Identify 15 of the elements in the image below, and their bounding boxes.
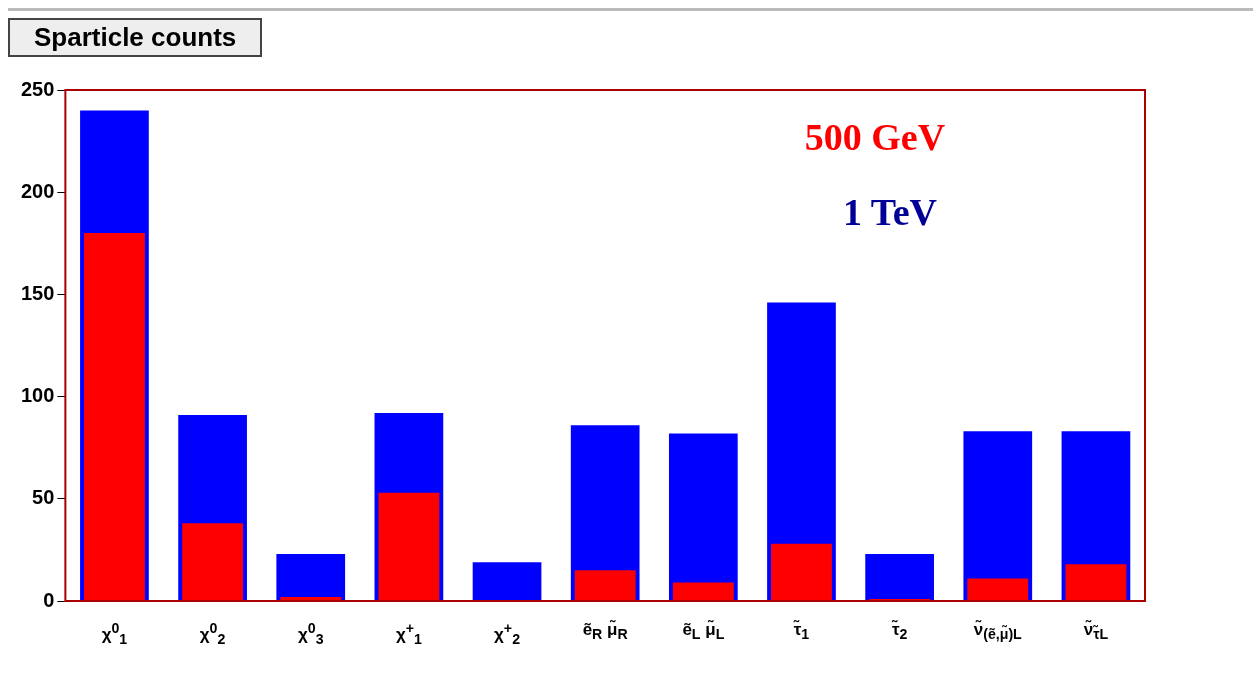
y-tick-label: 200: [20, 179, 55, 202]
x-tick-label: ẽ$_{R}$ μ̃$_{R}$: [581, 620, 629, 643]
y-tick-label: 250: [20, 77, 55, 100]
series-label: 1 TeV: [842, 190, 938, 234]
y-tick-label: 0: [43, 588, 55, 611]
y-tick-label: 50: [32, 486, 55, 509]
x-tick-label: ν̃$_{(ẽ,μ̃)L}$: [972, 620, 1023, 643]
x-tick-label: τ̃$_{2}$: [890, 620, 909, 643]
y-tick-label: 100: [20, 384, 55, 407]
text: 500 GeV: [803, 115, 947, 159]
x-tick-label: ν̃$_{τ̃L}$: [1082, 620, 1110, 643]
chart-title: Sparticle counts: [8, 18, 263, 57]
y-tick-label: 150: [20, 281, 55, 304]
x-tick-label: τ̃$_{1}$: [792, 620, 811, 643]
x-tick-label: ẽ$_{L}$ μ̃$_{L}$: [681, 620, 726, 643]
